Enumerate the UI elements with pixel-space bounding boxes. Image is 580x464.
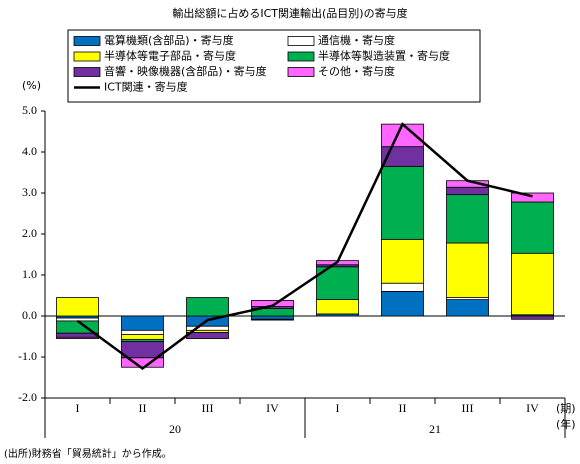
legend-swatch (73, 36, 101, 46)
y-tick-label: 1.0 (22, 267, 37, 281)
bar-segment (381, 165, 424, 240)
legend-swatch (287, 67, 315, 77)
legend-label: 半導体等製造装置・寄与度 (318, 49, 450, 63)
x-tick-label: II (399, 401, 407, 415)
x-tick-label: III (462, 401, 474, 415)
bar-segment (251, 315, 294, 320)
bar-segment (121, 334, 164, 340)
bar-segment (56, 332, 99, 338)
bar-segment (381, 290, 424, 317)
x-tick-label: IV (266, 401, 279, 415)
bar-segment (251, 318, 294, 321)
y-tick-label: -2.0 (18, 390, 37, 404)
x-tick-label: I (76, 401, 80, 415)
bar-segment (316, 299, 359, 315)
legend-label: ICT関連・寄与度 (104, 80, 188, 94)
bar-segment (186, 297, 229, 317)
bar-segment (381, 238, 424, 284)
bar-segment (56, 336, 99, 339)
x-unit-period: (期) (556, 402, 576, 415)
bar-segment (511, 201, 554, 254)
y-tick-label: 5.0 (22, 103, 37, 117)
legend-swatch (287, 36, 315, 46)
chart-title: 輸出総額に占めるICT関連輸出(品目別)の寄与度 (172, 6, 407, 20)
legend-box (67, 29, 481, 103)
bar-segment (56, 297, 99, 317)
y-tick-label: -1.0 (18, 349, 37, 363)
bar-segment (186, 331, 229, 339)
line (76, 122, 533, 371)
x-tick-label: III (202, 401, 214, 415)
legend-swatch (287, 51, 315, 62)
year-label: 21 (429, 422, 441, 436)
bar-segment (381, 282, 424, 292)
legend-label: その他・寄与度 (318, 64, 395, 78)
x-tick-label: IV (526, 401, 539, 415)
legend-swatch (73, 51, 101, 62)
bar-segment (446, 186, 489, 196)
legend-label: 通信機・寄与度 (318, 33, 395, 47)
bar-segment (511, 315, 554, 320)
source: (出所)財務省「貿易統計」から作成。 (4, 447, 172, 460)
bar-segment (446, 194, 489, 244)
bar-segment (446, 299, 489, 317)
legend-swatch (73, 67, 101, 77)
bar-segment (511, 252, 554, 316)
bar-segment (511, 192, 554, 203)
year-label: 20 (169, 422, 181, 436)
y-tick-label: 0.0 (22, 308, 37, 322)
y-tick-label: 2.0 (22, 226, 37, 240)
bar-segment (316, 266, 359, 300)
x-tick-label: II (139, 401, 147, 415)
x-unit-year: (年) (556, 417, 576, 431)
bar-segment (121, 341, 164, 359)
bar-segment (56, 317, 99, 322)
bar-segment (446, 242, 489, 298)
y-unit: (%) (22, 79, 41, 92)
legend-label: 半導体等電子部品・寄与度 (104, 49, 236, 63)
bar-segment (121, 329, 164, 335)
x-tick-label: I (336, 401, 340, 415)
legend-label: 電算機類(含部品)・寄与度 (104, 33, 234, 47)
legend-label: 音響・映像機器(含部品)・寄与度 (104, 64, 267, 78)
y-tick-label: 4.0 (22, 144, 37, 158)
y-tick-label: 3.0 (22, 185, 37, 199)
bar-segment (121, 315, 164, 331)
